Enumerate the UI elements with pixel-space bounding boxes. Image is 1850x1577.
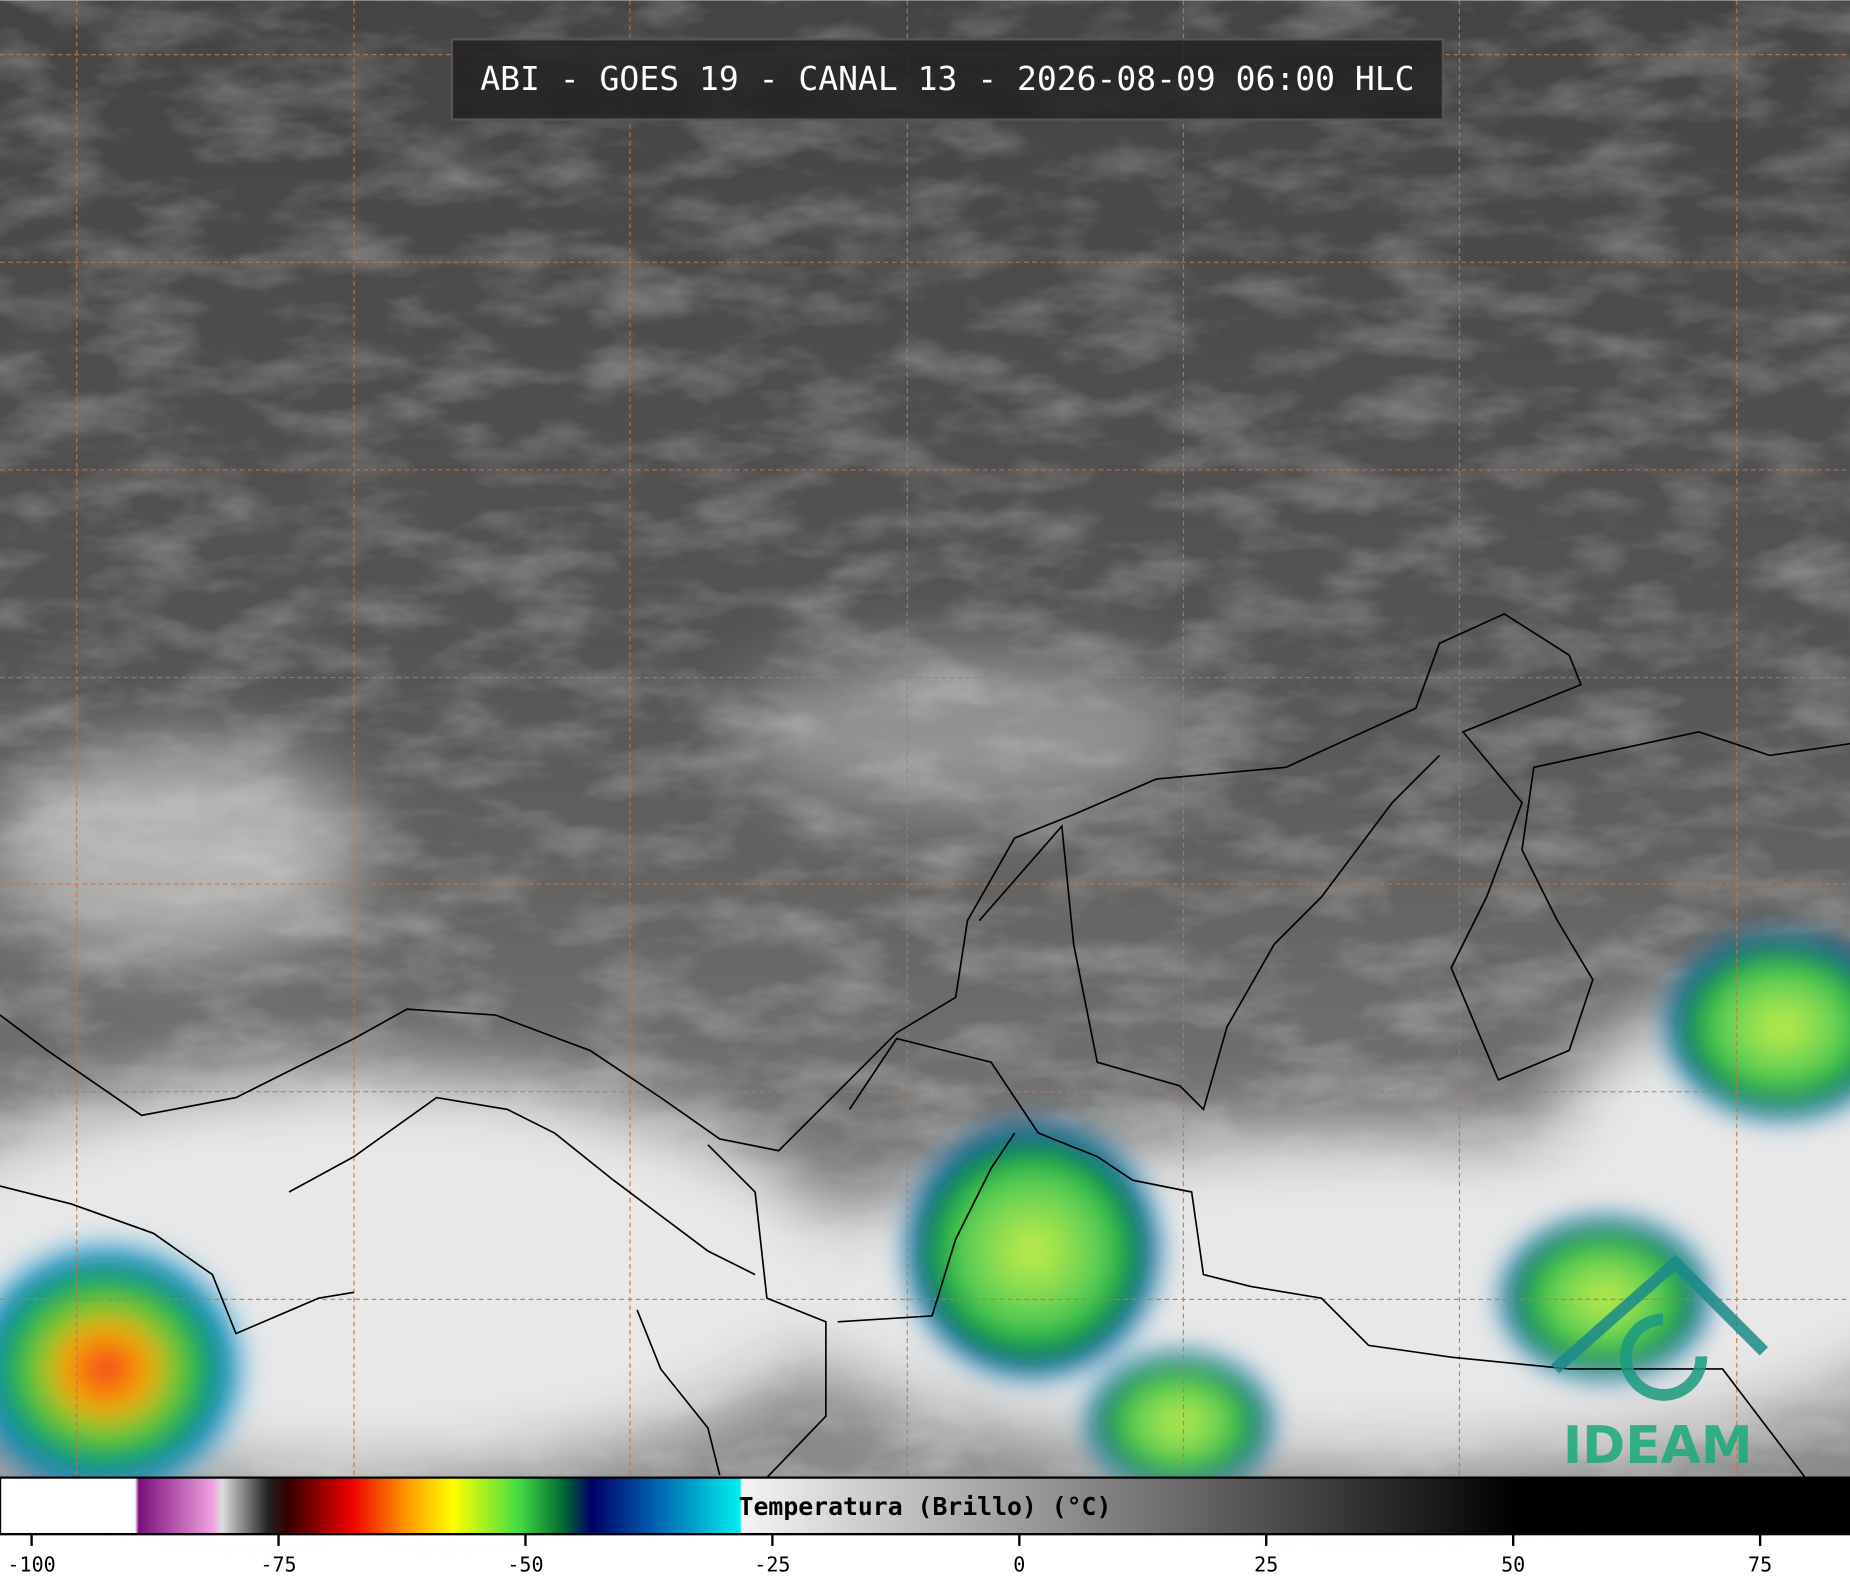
title: ABI - GOES 19 - CANAL 13 - 2026-08-09 06… (480, 59, 1414, 98)
tick-label: 0 (1013, 1553, 1025, 1577)
tick-label: 25 (1254, 1553, 1278, 1577)
tick-label: -75 (260, 1553, 296, 1577)
logo-text: IDEAM (1563, 1416, 1753, 1476)
colorbar: Temperatura (Brillo) (°C) (0, 1476, 1850, 1536)
colorbar-label: Temperatura (Brillo) (°C) (739, 1492, 1112, 1521)
title-box: ABI - GOES 19 - CANAL 13 - 2026-08-09 06… (450, 38, 1445, 121)
borders (0, 612, 1850, 1479)
tick-label: 50 (1501, 1553, 1525, 1577)
logo: IDEAM (1551, 1254, 1769, 1476)
tick-label: 75 (1748, 1553, 1772, 1577)
tick-label: -25 (754, 1553, 790, 1577)
tick-label: -50 (507, 1553, 543, 1577)
tick-label: -100 (7, 1553, 55, 1577)
map (0, 0, 1850, 1499)
